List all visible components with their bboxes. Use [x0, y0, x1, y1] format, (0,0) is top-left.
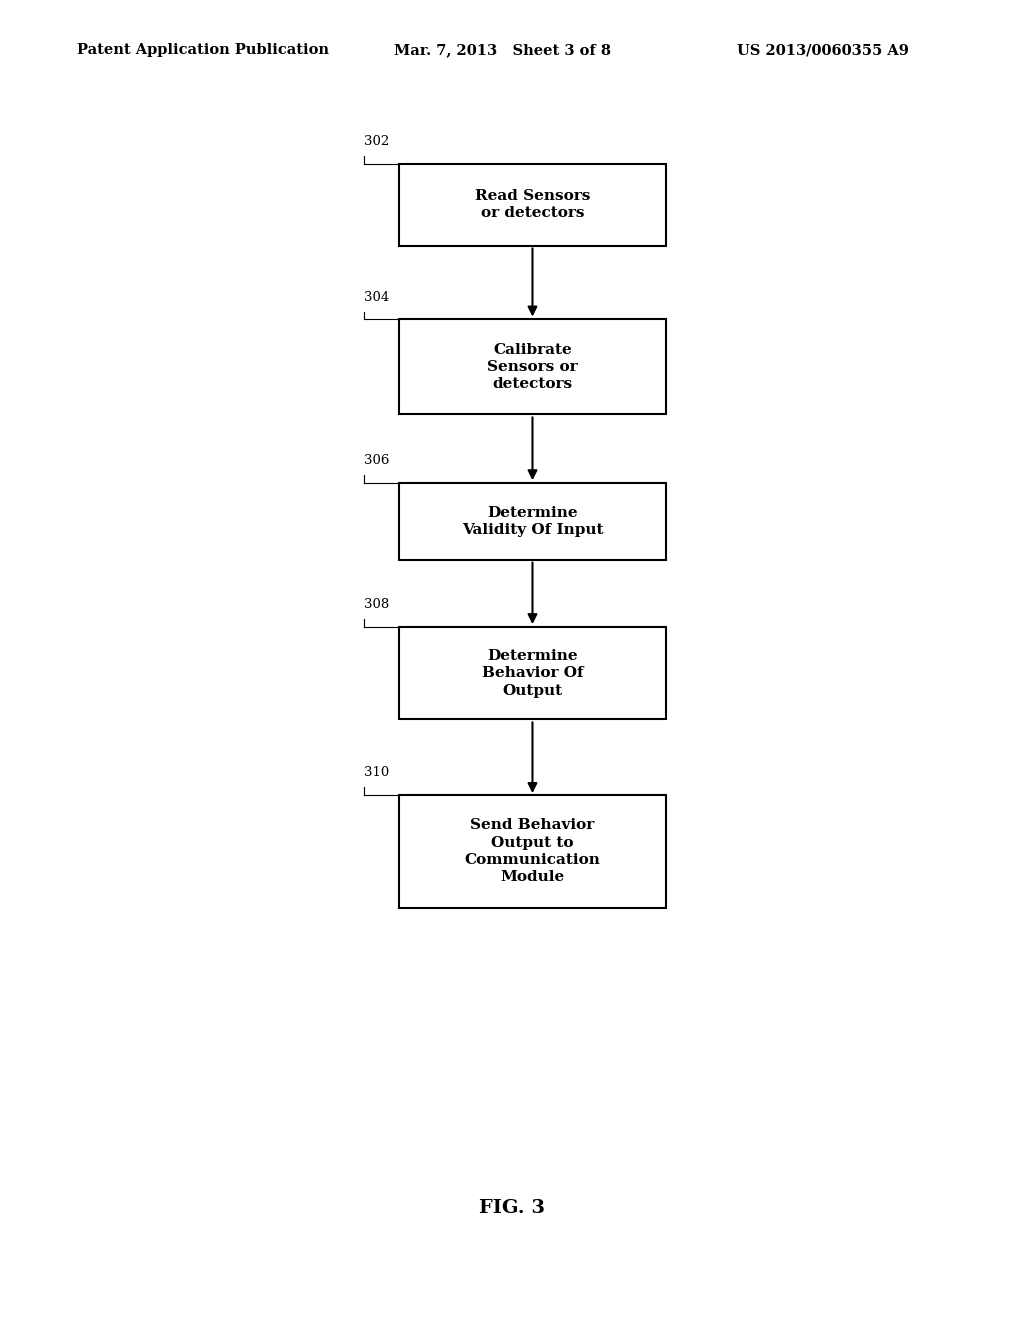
Text: Determine
Validity Of Input: Determine Validity Of Input [462, 506, 603, 537]
Text: Read Sensors
or detectors: Read Sensors or detectors [475, 189, 590, 220]
Text: 306: 306 [364, 454, 389, 467]
Bar [399, 627, 666, 719]
Text: 302: 302 [364, 135, 389, 148]
Text: Send Behavior
Output to
Communication
Module: Send Behavior Output to Communication Mo… [465, 818, 600, 884]
Text: FIG. 3: FIG. 3 [479, 1199, 545, 1217]
Text: Patent Application Publication: Patent Application Publication [77, 44, 329, 57]
Text: Determine
Behavior Of
Output: Determine Behavior Of Output [481, 649, 584, 697]
Bar [399, 483, 666, 560]
Text: 304: 304 [364, 290, 389, 304]
Text: 310: 310 [364, 767, 389, 779]
Text: 308: 308 [364, 598, 389, 611]
Bar [399, 319, 666, 414]
Bar [399, 795, 666, 908]
Bar [399, 164, 666, 246]
Text: US 2013/0060355 A9: US 2013/0060355 A9 [737, 44, 909, 57]
Text: Calibrate
Sensors or
detectors: Calibrate Sensors or detectors [487, 343, 578, 391]
Text: Mar. 7, 2013   Sheet 3 of 8: Mar. 7, 2013 Sheet 3 of 8 [394, 44, 611, 57]
